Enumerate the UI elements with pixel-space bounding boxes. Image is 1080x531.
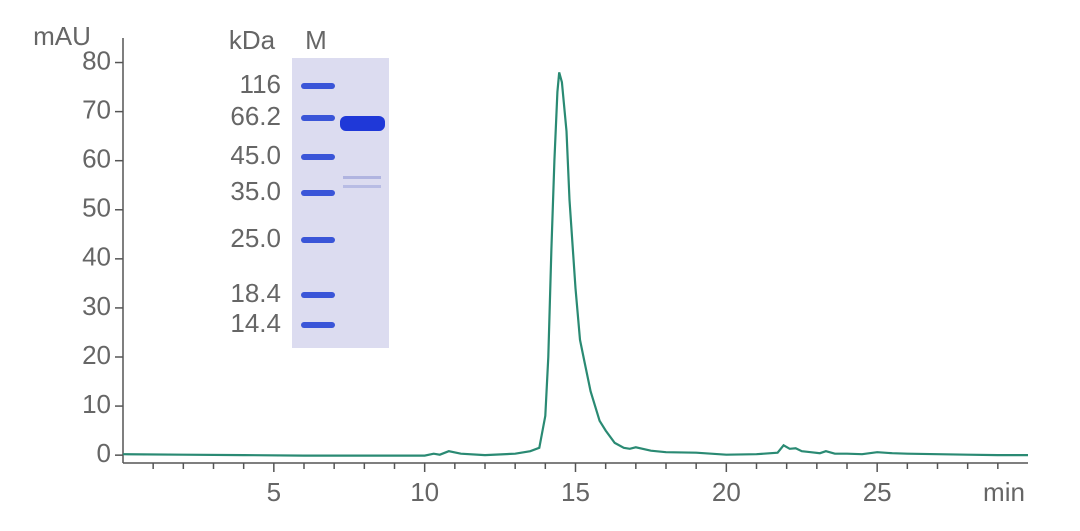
gel-marker-label: 116 — [240, 69, 281, 99]
gel-lane-label: M — [305, 25, 327, 55]
y-tick-label: 0 — [97, 438, 111, 468]
gel-marker-label: 18.4 — [230, 278, 281, 308]
gel-marker-label: 35.0 — [230, 176, 281, 206]
gel-marker-band — [301, 237, 335, 243]
y-tick-label: 30 — [82, 291, 111, 321]
gel-marker-label: 45.0 — [230, 140, 281, 170]
gel-marker-band — [301, 154, 335, 160]
gel-marker-band — [301, 322, 335, 328]
gel-marker-band — [301, 292, 335, 298]
gel-sample-band — [340, 116, 385, 131]
y-tick-label: 80 — [82, 45, 111, 75]
gel-marker-label: 25.0 — [230, 223, 281, 253]
gel-sample-band — [343, 185, 381, 188]
y-tick-label: 40 — [82, 242, 111, 272]
y-tick-label: 10 — [82, 389, 111, 419]
gel-image — [292, 58, 389, 348]
y-tick-label: 60 — [82, 144, 111, 174]
y-tick-label: 70 — [82, 94, 111, 124]
gel-sample-band — [343, 176, 381, 179]
x-tick-label: 20 — [712, 477, 741, 507]
gel-marker-band — [301, 190, 335, 196]
y-tick-label: 50 — [82, 193, 111, 223]
gel-unit-label: kDa — [229, 25, 276, 55]
y-tick-label: 20 — [82, 340, 111, 370]
gel-marker-label: 14.4 — [230, 308, 281, 338]
x-tick-label: 15 — [561, 477, 590, 507]
gel-marker-label: 66.2 — [230, 101, 281, 131]
x-tick-label: 10 — [410, 477, 439, 507]
x-axis-label: min — [983, 477, 1025, 507]
gel-marker-band — [301, 115, 335, 121]
gel-marker-band — [301, 83, 335, 89]
x-tick-label: 5 — [267, 477, 281, 507]
data-line — [122, 72, 1028, 457]
y-axis-label: mAU — [33, 21, 91, 51]
x-tick-label: 25 — [863, 477, 892, 507]
